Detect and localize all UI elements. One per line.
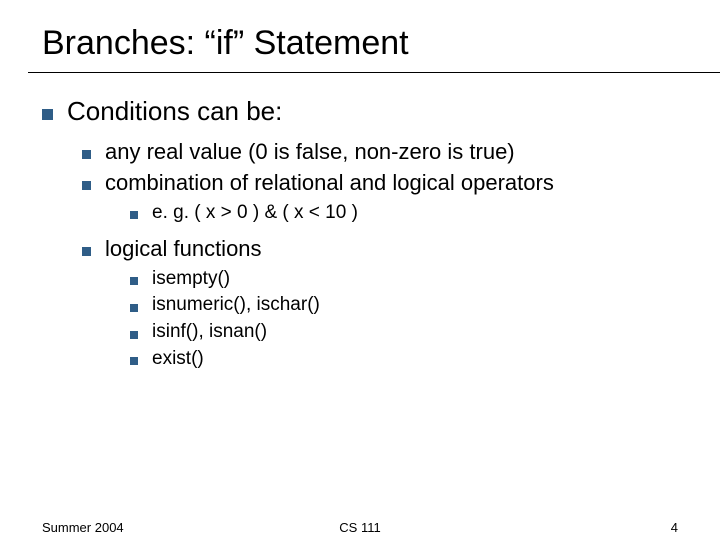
bullet-lvl3: isinf(), isnan()	[130, 320, 678, 345]
square-bullet-icon	[42, 109, 53, 120]
square-bullet-icon	[130, 211, 138, 219]
slide: Branches: “if” Statement Conditions can …	[0, 0, 720, 540]
square-bullet-icon	[130, 304, 138, 312]
bullet-text: isempty()	[152, 267, 678, 292]
footer-right: 4	[671, 520, 678, 535]
bullet-lvl3: e. g. ( x > 0 ) & ( x < 10 )	[130, 201, 678, 226]
bullet-text: isinf(), isnan()	[152, 320, 678, 345]
footer-center: CS 111	[0, 520, 720, 535]
bullet-lvl3: isnumeric(), ischar()	[130, 293, 678, 318]
bullet-lvl2: any real value (0 is false, non-zero is …	[82, 138, 678, 166]
bullet-text: exist()	[152, 347, 678, 372]
bullet-text: e. g. ( x > 0 ) & ( x < 10 )	[152, 201, 678, 226]
bullet-lvl3: isempty()	[130, 267, 678, 292]
bullet-lvl2: combination of relational and logical op…	[82, 169, 678, 197]
bullet-lvl3: exist()	[130, 347, 678, 372]
bullet-text: Conditions can be:	[67, 95, 678, 128]
slide-title: Branches: “if” Statement	[42, 24, 678, 69]
square-bullet-icon	[130, 331, 138, 339]
bullet-text: combination of relational and logical op…	[105, 169, 678, 197]
bullet-text: logical functions	[105, 235, 678, 263]
bullet-lvl2: logical functions	[82, 235, 678, 263]
square-bullet-icon	[82, 150, 91, 159]
spacer	[42, 227, 678, 235]
square-bullet-icon	[130, 357, 138, 365]
bullet-text: isnumeric(), ischar()	[152, 293, 678, 318]
bullet-text: any real value (0 is false, non-zero is …	[105, 138, 678, 166]
square-bullet-icon	[82, 247, 91, 256]
square-bullet-icon	[130, 277, 138, 285]
square-bullet-icon	[82, 181, 91, 190]
title-underline	[28, 72, 720, 73]
bullet-lvl1: Conditions can be:	[42, 95, 678, 128]
